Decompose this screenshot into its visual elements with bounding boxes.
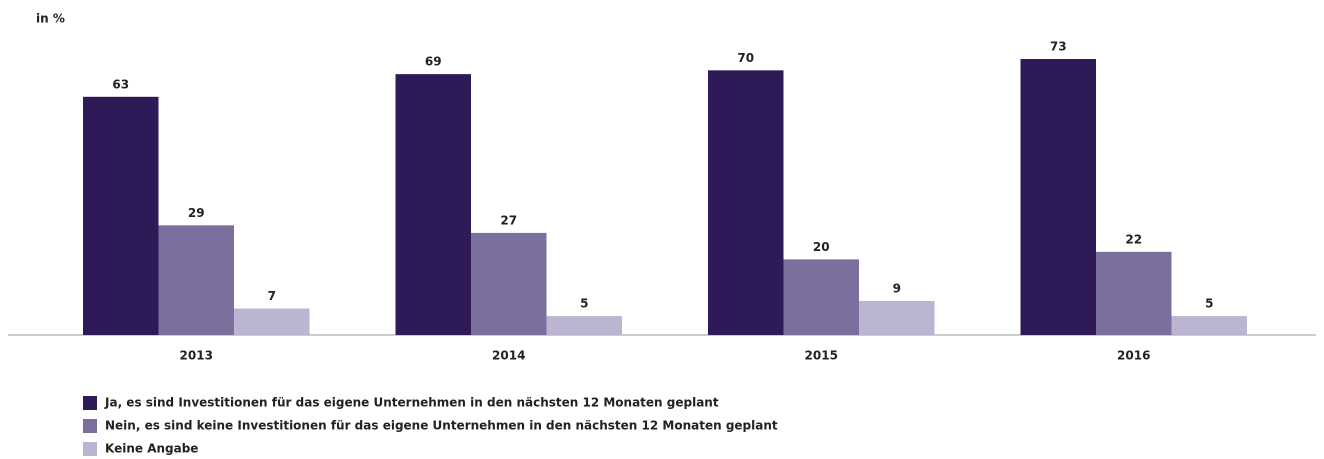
bar: [395, 74, 471, 335]
legend-swatch: [83, 442, 97, 456]
x-tick-label: 2015: [805, 349, 838, 363]
y-axis-label: in %: [36, 12, 65, 26]
value-label: 69: [425, 55, 442, 69]
bar: [1020, 59, 1096, 335]
legend-swatch: [83, 419, 97, 433]
value-label: 20: [813, 240, 830, 254]
bar: [471, 232, 547, 335]
bar: [783, 259, 859, 335]
bar: [546, 316, 622, 335]
bar: [234, 308, 310, 335]
x-tick-label: 2016: [1117, 349, 1150, 363]
bar: [158, 225, 234, 335]
bar: [708, 70, 784, 335]
value-label: 7: [268, 289, 276, 303]
x-tick-label: 2013: [180, 349, 213, 363]
bar: [83, 96, 159, 335]
legend-label: Nein, es sind keine Investitionen für da…: [105, 419, 778, 433]
value-label: 29: [188, 206, 205, 220]
legend-label: Ja, es sind Investitionen für das eigene…: [104, 396, 719, 410]
legend-label: Keine Angabe: [105, 442, 198, 456]
value-label: 9: [893, 281, 901, 295]
value-label: 73: [1050, 40, 1067, 54]
value-label: 27: [500, 213, 517, 227]
bar: [1096, 251, 1172, 335]
bar: [859, 300, 935, 335]
value-label: 5: [1205, 297, 1213, 311]
x-tick-label: 2014: [492, 349, 525, 363]
bar: [1171, 316, 1247, 335]
value-label: 63: [112, 77, 129, 91]
legend-swatch: [83, 396, 97, 410]
value-label: 22: [1125, 232, 1142, 246]
value-label: 70: [737, 51, 754, 65]
value-label: 5: [580, 297, 588, 311]
